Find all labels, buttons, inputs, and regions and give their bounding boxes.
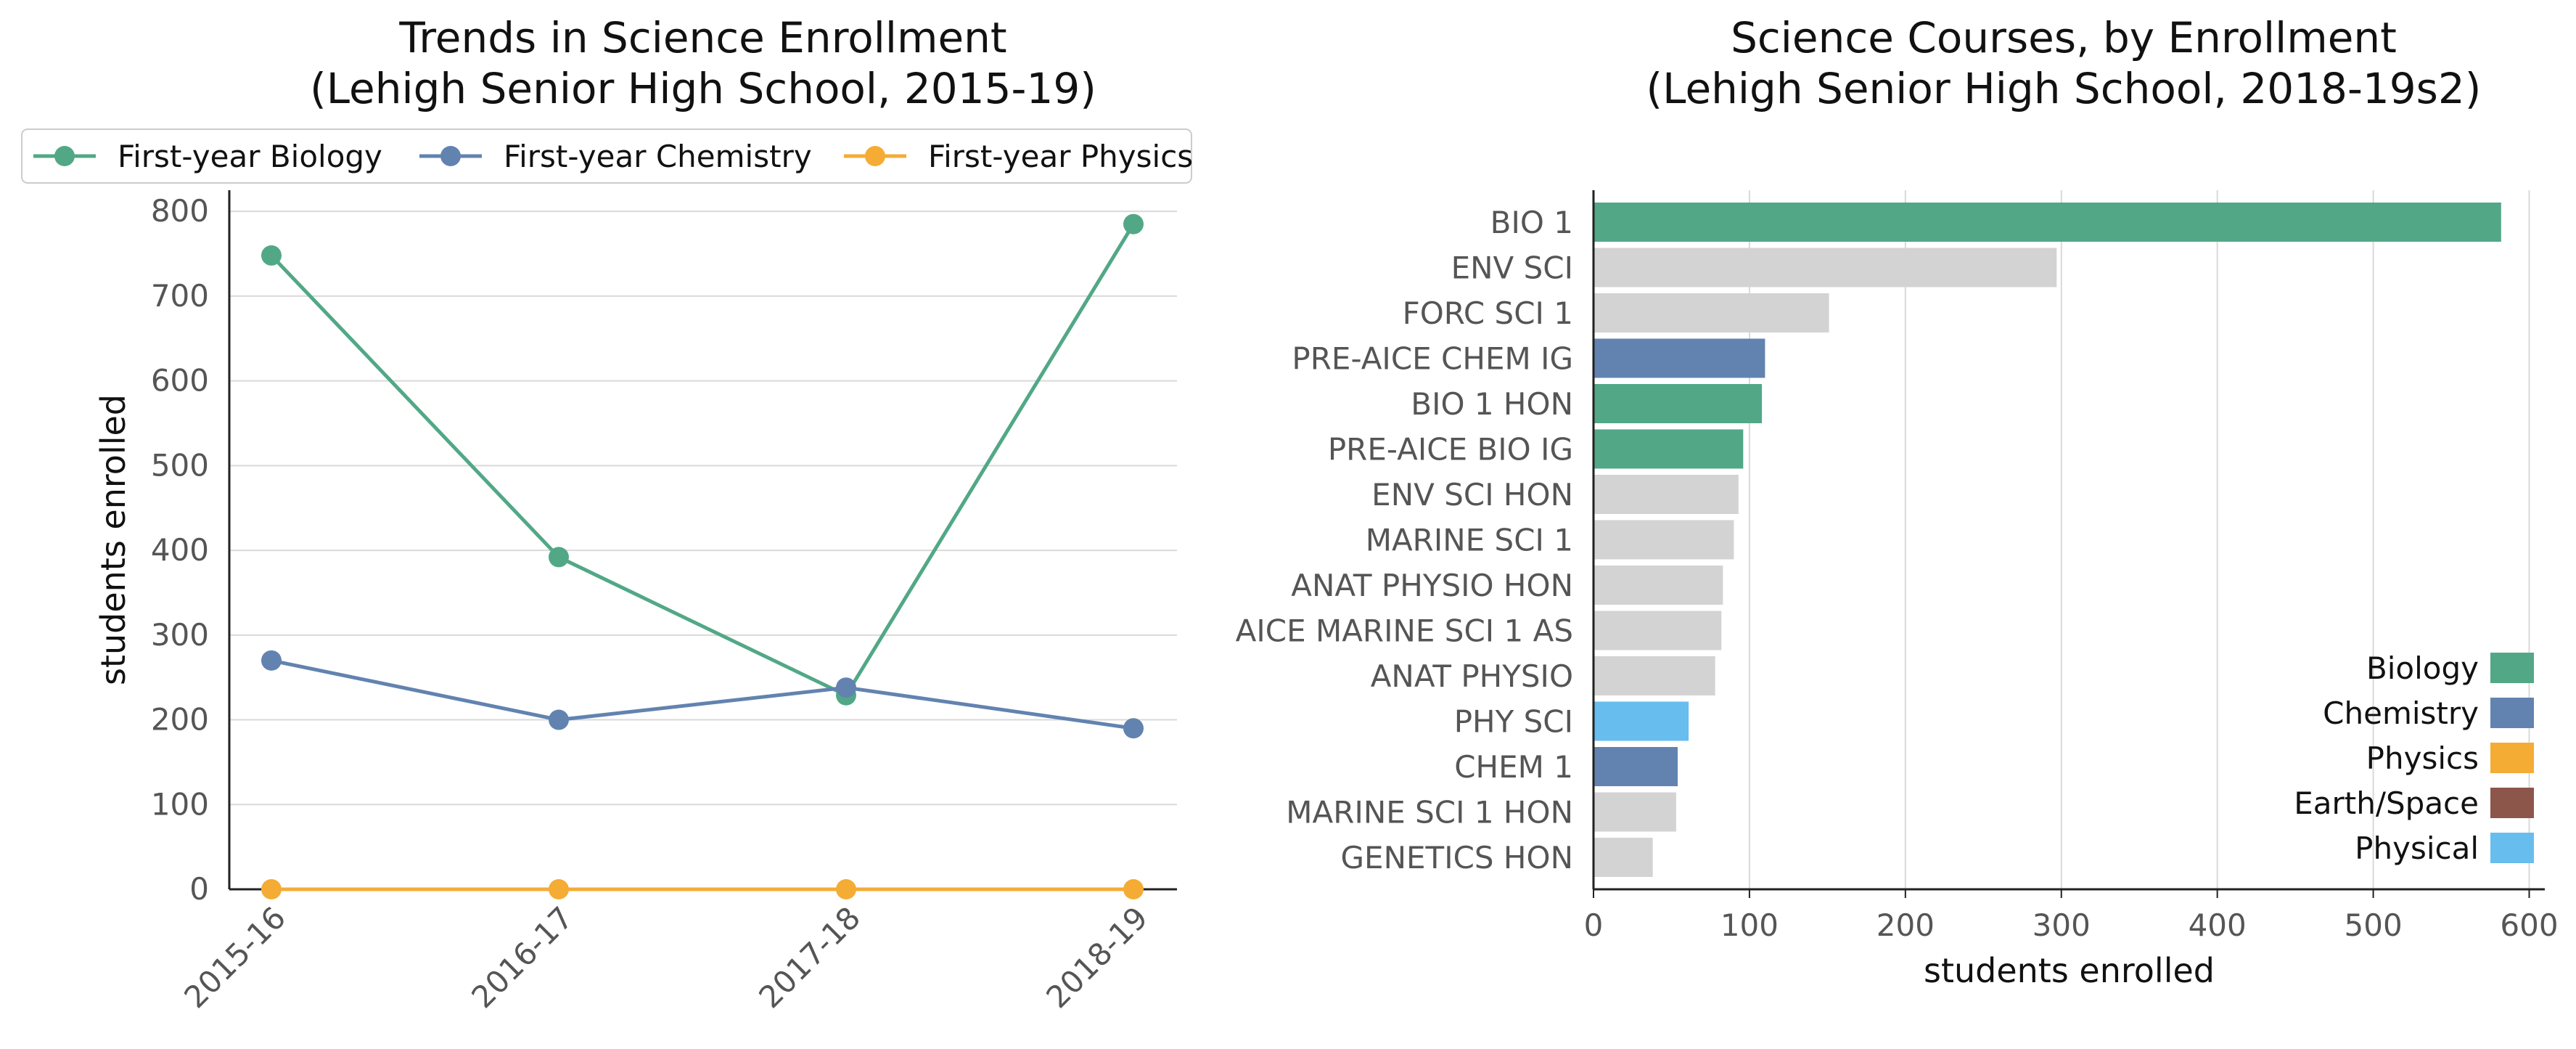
bar-label-pre-aice-chem-ig: PRE-AICE CHEM IG: [1292, 341, 1573, 377]
bar-phy-sci: [1593, 701, 1689, 741]
y-axis-label: students enrolled: [94, 394, 133, 685]
y-tick-label-200: 200: [151, 702, 209, 738]
bar-label-chem-1: CHEM 1: [1454, 749, 1573, 785]
legend-label-2: First-year Chemistry: [504, 139, 812, 174]
chart-title-left-line-1: Trends in Science Enrollment: [398, 13, 1006, 62]
legend-swatch-physical: [2490, 833, 2534, 863]
legend-swatch-physics: [2490, 743, 2534, 773]
data-point-series-2-2015-16: [261, 650, 282, 671]
data-point-series-1-2018-19: [1123, 213, 1144, 234]
data-point-series-2-2016-17: [549, 709, 569, 730]
legend-swatch-earth-space: [2490, 788, 2534, 818]
legend-label-physics: Physics: [2366, 740, 2479, 776]
bar-label-anat-physio: ANAT PHYSIO: [1371, 658, 1573, 694]
bar-label-anat-physio-hon: ANAT PHYSIO HON: [1291, 568, 1573, 603]
x-tick-label-2017-18: 2017-18: [752, 899, 867, 1015]
bar-chart-courses-by-enrollment: Science Courses, by Enrollment(Lehigh Se…: [1236, 13, 2559, 990]
bar-aice-marine-sci-1-as: [1593, 611, 1722, 650]
y-tick-label-400: 400: [151, 532, 209, 568]
legend-box: [21, 128, 1192, 184]
x-tick-label-200: 200: [1876, 907, 1935, 943]
series-line-1: [270, 223, 1136, 698]
bar-genetics-hon: [1593, 838, 1653, 877]
data-point-series-1-2015-16: [261, 245, 282, 266]
legend-marker-2: [440, 146, 461, 166]
data-point-series-1-2016-17: [549, 547, 569, 568]
chart-title-left-line-2: (Lehigh Senior High School, 2015-19): [310, 64, 1096, 113]
bar-label-forc-sci-1: FORC SCI 1: [1403, 295, 1573, 331]
data-point-series-3-2016-17: [549, 879, 569, 899]
x-axis-label-right: students enrolled: [1924, 951, 2215, 990]
legend-label-earth-space: Earth/Space: [2294, 785, 2479, 821]
legend-swatch-chemistry: [2490, 698, 2534, 728]
bar-label-aice-marine-sci-1-as: AICE MARINE SCI 1 AS: [1236, 613, 1573, 649]
x-tick-label-300: 300: [2033, 907, 2091, 943]
legend-left: First-year Biology First-year Chemistry Fi…: [21, 128, 1193, 184]
bar-label-marine-sci-1: MARINE SCI 1: [1366, 523, 1573, 558]
chart-title-right-line-1: Science Courses, by Enrollment: [1731, 13, 2397, 62]
bar-label-pre-aice-bio-ig: PRE-AICE BIO IG: [1328, 432, 1573, 468]
y-tick-label-500: 500: [151, 447, 209, 483]
x-tick-label-500: 500: [2345, 907, 2403, 943]
data-point-series-2-2018-19: [1123, 718, 1144, 739]
bar-label-marine-sci-1-hon: MARINE SCI 1 HON: [1286, 795, 1573, 830]
series-line-2: [271, 658, 1134, 730]
x-tick-label-0: 0: [1584, 907, 1604, 943]
legend-label-1: First-year Biology: [118, 139, 382, 174]
bar-pre-aice-bio-ig: [1593, 429, 1744, 469]
y-tick-label-600: 600: [151, 363, 209, 399]
bar-forc-sci-1: [1593, 293, 1829, 332]
bar-anat-physio: [1593, 656, 1715, 695]
bar-chem-1: [1593, 747, 1678, 786]
legend-right: Biology Chemistry Physics Earth/Space Physic…: [2294, 650, 2534, 866]
bar-label-env-sci: ENV SCI: [1451, 250, 1573, 286]
y-tick-label-100: 100: [151, 786, 209, 822]
bar-anat-physio-hon: [1593, 566, 1723, 605]
data-point-series-2-2017-18: [836, 677, 856, 698]
bar-label-bio-1-hon: BIO 1 HON: [1411, 386, 1573, 422]
legend-swatch-biology: [2490, 653, 2534, 683]
legend-label-physical: Physical: [2355, 830, 2479, 866]
bar-bio-1: [1593, 203, 2501, 242]
bar-label-phy-sci: PHY SCI: [1454, 704, 1573, 740]
bar-marine-sci-1: [1593, 520, 1734, 560]
bar-label-genetics-hon: GENETICS HON: [1341, 840, 1573, 875]
bar-pre-aice-chem-ig: [1593, 338, 1765, 378]
data-point-series-3-2018-19: [1123, 879, 1144, 899]
x-tick-label-600: 600: [2500, 907, 2558, 943]
legend-label-3: First-year Physics: [928, 139, 1193, 174]
chart-title-right-line-2: (Lehigh Senior High School, 2018-19s2): [1646, 64, 2482, 113]
x-tick-label-2016-17: 2016-17: [464, 899, 580, 1015]
x-tick-label-2018-19: 2018-19: [1039, 899, 1154, 1015]
legend-marker-3: [865, 146, 885, 166]
data-point-series-3-2017-18: [836, 879, 856, 899]
x-tick-label-2015-16: 2015-16: [177, 899, 292, 1015]
bar-label-bio-1: BIO 1: [1490, 205, 1573, 240]
bar-bio-1-hon: [1593, 384, 1763, 423]
y-tick-label-300: 300: [151, 617, 209, 653]
legend-label-biology: Biology: [2366, 650, 2479, 686]
y-tick-label-800: 800: [151, 193, 209, 229]
bar-label-env-sci-hon: ENV SCI HON: [1371, 477, 1573, 513]
legend-marker-1: [54, 146, 75, 166]
bar-env-sci: [1593, 248, 2057, 287]
line-chart-enrollment-trends: Trends in Science Enrollment(Lehigh Seni…: [21, 13, 1193, 1015]
y-tick-label-700: 700: [151, 278, 209, 314]
x-tick-label-400: 400: [2189, 907, 2247, 943]
data-point-series-3-2015-16: [261, 879, 282, 899]
bar-marine-sci-1-hon: [1593, 792, 1676, 832]
x-tick-label-100: 100: [1720, 907, 1779, 943]
legend-label-chemistry: Chemistry: [2323, 695, 2479, 731]
bar-env-sci-hon: [1593, 475, 1739, 514]
y-tick-label-0: 0: [189, 871, 209, 907]
